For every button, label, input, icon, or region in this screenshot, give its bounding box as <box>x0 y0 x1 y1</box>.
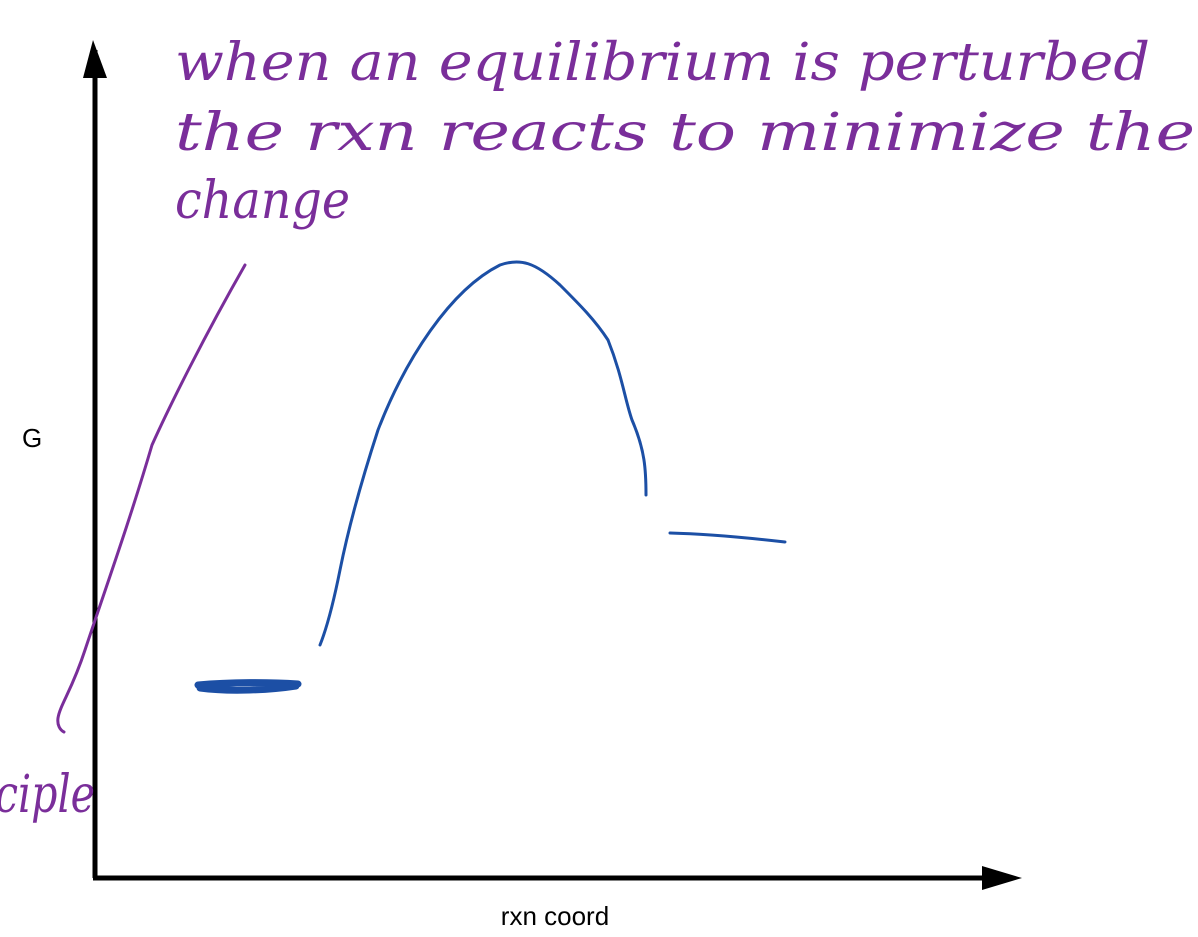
x-axis-label: rxn coord <box>501 901 609 931</box>
energy-barrier <box>320 262 646 645</box>
note-line: change <box>175 171 350 231</box>
x-axis-arrow <box>982 866 1022 890</box>
product-level <box>670 533 785 542</box>
y-axis-arrow <box>83 40 107 78</box>
y-axis-label: G <box>22 423 42 453</box>
note-fragment: ciple <box>0 765 95 825</box>
note-line: the rxn reacts to minimize the <box>175 103 1195 163</box>
diagram: G rxn coord when an equilibrium is pertu… <box>0 0 1198 937</box>
reactant-level <box>198 683 298 691</box>
annotation-stroke <box>58 265 245 732</box>
note-line: when an equilibrium is perturbed <box>175 33 1150 93</box>
